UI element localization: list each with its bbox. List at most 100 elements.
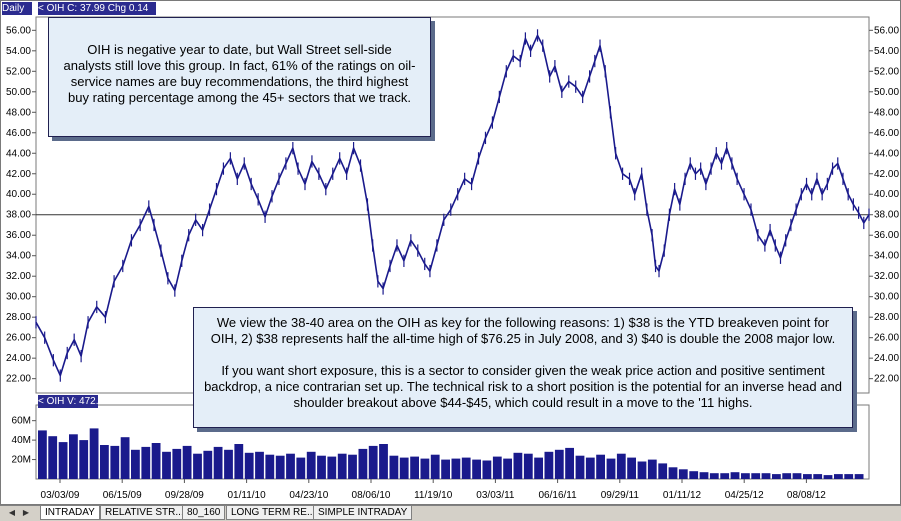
x-tick-label: 04/25/12: [725, 490, 764, 501]
volume-bar: [678, 469, 688, 479]
price-tick-label-right: 46.00: [874, 128, 899, 139]
volume-bar: [213, 446, 223, 479]
volume-bar: [616, 453, 626, 479]
volume-bar: [523, 453, 533, 479]
volume-bar: [803, 474, 812, 479]
volume-bar: [79, 440, 89, 479]
price-tick-label-right: 50.00: [874, 87, 899, 98]
volume-bar: [296, 457, 306, 479]
tab-relative-strength[interactable]: RELATIVE STR...: [100, 506, 189, 520]
price-tick-label-left: 42.00: [6, 169, 31, 180]
volume-bar: [234, 444, 244, 479]
volume-bar: [565, 447, 574, 479]
price-tick-label-left: 54.00: [6, 46, 31, 57]
volume-bar: [286, 453, 295, 479]
volume-bar: [730, 472, 740, 479]
x-tick-label: 08/06/10: [352, 490, 391, 501]
volume-tick-label: 40M: [12, 435, 31, 446]
tab-80-160[interactable]: 80_160: [182, 506, 226, 520]
price-tick-label-left: 50.00: [6, 87, 31, 98]
volume-bar: [255, 451, 264, 479]
x-tick-label: 04/23/10: [289, 490, 328, 501]
volume-bar: [389, 455, 399, 479]
tab-scroll-left-icon[interactable]: ◀: [8, 508, 16, 517]
annotation-bottom-paragraph-1: We view the 38-40 area on the OIH as key…: [210, 315, 836, 346]
volume-bar: [823, 475, 833, 479]
volume-bar: [668, 467, 678, 479]
volume-bar: [203, 450, 213, 479]
price-tick-label-right: 28.00: [874, 312, 899, 323]
volume-bar: [141, 446, 151, 479]
volume-bar: [120, 437, 130, 479]
volume-bar: [482, 460, 492, 479]
price-tick-label-right: 36.00: [874, 230, 899, 241]
price-tick-label-right: 22.00: [874, 374, 899, 385]
x-tick-label: 09/29/11: [601, 490, 640, 501]
tab-long-term[interactable]: LONG TERM RE...: [226, 506, 321, 520]
volume-bar: [751, 473, 761, 479]
volume-bar: [172, 448, 182, 479]
volume-bar: [544, 451, 554, 479]
price-tick-label-right: 54.00: [874, 46, 899, 57]
x-tick-label: 01/11/10: [228, 490, 267, 501]
volume-bar: [709, 473, 719, 479]
volume-bar: [554, 449, 564, 479]
volume-bar: [110, 445, 120, 479]
volume-bar: [151, 443, 161, 479]
tab-simple-intraday[interactable]: SIMPLE INTRADAY: [313, 506, 413, 520]
volume-bar: [327, 456, 337, 479]
annotation-bottom: We view the 38-40 area on the OIH as key…: [193, 307, 853, 428]
volume-bar: [38, 430, 47, 479]
price-tick-label-right: 44.00: [874, 148, 899, 159]
volume-bar: [627, 457, 636, 479]
volume-bar: [275, 455, 285, 479]
volume-bar: [534, 457, 543, 479]
volume-bar: [224, 449, 233, 479]
volume-bar: [647, 459, 657, 479]
volume-bar: [761, 473, 771, 479]
volume-bar: [337, 453, 347, 479]
price-tick-label-left: 22.00: [6, 374, 31, 385]
volume-bar: [317, 455, 326, 479]
x-tick-label: 03/03/09: [41, 490, 80, 501]
price-tick-label-left: 46.00: [6, 128, 31, 139]
volume-bar: [854, 474, 864, 479]
tab-intraday[interactable]: INTRADAY: [40, 506, 100, 520]
volume-bar: [348, 454, 357, 479]
tab-scroll-right-icon[interactable]: ▶: [22, 508, 30, 517]
volume-bar: [813, 474, 823, 479]
volume-bar: [689, 471, 699, 479]
annotation-bottom-paragraph-2: If you want short exposure, this is a se…: [204, 363, 842, 410]
volume-bar: [100, 445, 109, 479]
price-tick-label-right: 26.00: [874, 333, 899, 344]
volume-bar: [834, 474, 843, 479]
price-tick-label-left: 36.00: [6, 230, 31, 241]
volume-bar: [48, 436, 58, 479]
x-tick-label: 03/03/11: [476, 490, 515, 501]
volume-bar: [637, 461, 647, 479]
volume-info-header[interactable]: < OIH V: 472.457K: [38, 395, 122, 408]
volume-bar: [368, 445, 378, 479]
price-tick-label-left: 38.00: [6, 210, 31, 221]
volume-bar: [244, 452, 254, 480]
price-tick-label-right: 38.00: [874, 210, 899, 221]
period-label[interactable]: Daily: [2, 2, 32, 15]
volume-bar: [58, 442, 68, 479]
volume-bar: [461, 457, 471, 479]
price-tick-label-right: 32.00: [874, 271, 899, 282]
volume-bar: [69, 434, 78, 479]
volume-bar: [265, 454, 275, 479]
volume-bar: [379, 444, 388, 479]
volume-bar: [772, 474, 781, 479]
price-tick-label-right: 40.00: [874, 189, 899, 200]
price-tick-label-left: 34.00: [6, 251, 31, 262]
volume-bar: [358, 448, 368, 479]
price-tick-label-right: 42.00: [874, 169, 899, 180]
volume-bar: [306, 451, 316, 479]
volume-bar: [131, 449, 140, 479]
volume-bar: [741, 473, 750, 479]
volume-bar: [430, 454, 440, 479]
price-tick-label-left: 48.00: [6, 107, 31, 118]
price-info-header[interactable]: < OIH C: 37.99 Chg 0.14: [38, 2, 156, 15]
x-tick-label: 09/28/09: [165, 490, 204, 501]
